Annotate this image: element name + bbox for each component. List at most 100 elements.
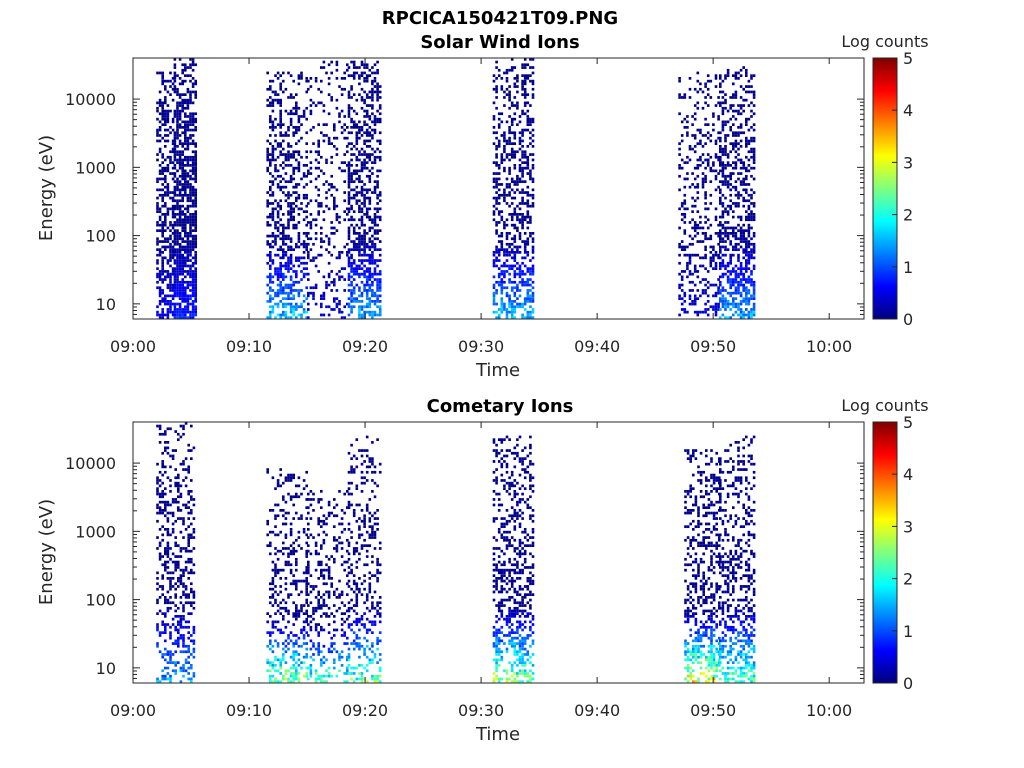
heatmap-cell bbox=[707, 237, 710, 240]
heatmap-cell bbox=[179, 126, 182, 129]
heatmap-cell bbox=[343, 180, 346, 183]
heatmap-cell bbox=[735, 311, 738, 314]
heatmap-cell bbox=[156, 107, 159, 110]
heatmap-cell bbox=[745, 72, 748, 75]
heatmap-cell bbox=[686, 178, 689, 181]
heatmap-cell bbox=[376, 118, 379, 121]
heatmap-cell bbox=[189, 303, 192, 306]
heatmap-cell bbox=[374, 115, 377, 118]
heatmap-cell bbox=[287, 593, 290, 596]
heatmap-cell bbox=[182, 547, 185, 550]
heatmap-cell bbox=[514, 134, 517, 137]
heatmap-cell bbox=[532, 281, 535, 284]
heatmap-cell bbox=[295, 308, 298, 311]
heatmap-cell bbox=[369, 227, 372, 230]
heatmap-cell bbox=[287, 150, 290, 153]
heatmap-cell bbox=[282, 265, 285, 268]
heatmap-cell bbox=[707, 74, 710, 77]
heatmap-cell bbox=[161, 118, 164, 121]
heatmap-cell bbox=[745, 137, 748, 140]
heatmap-cell bbox=[361, 191, 364, 194]
heatmap-cell bbox=[274, 237, 277, 240]
heatmap-cell bbox=[192, 224, 195, 227]
heatmap-cell bbox=[514, 213, 517, 216]
heatmap-cell bbox=[285, 262, 288, 265]
heatmap-cell bbox=[181, 80, 184, 83]
heatmap-cell bbox=[179, 270, 182, 273]
heatmap-cell bbox=[189, 129, 192, 132]
heatmap-cell bbox=[279, 607, 282, 610]
heatmap-cell bbox=[312, 259, 315, 262]
heatmap-cell bbox=[495, 66, 498, 69]
heatmap-cell bbox=[689, 259, 692, 262]
heatmap-cell bbox=[501, 121, 504, 124]
heatmap-cell bbox=[279, 199, 282, 202]
heatmap-cell bbox=[290, 534, 293, 537]
heatmap-cell bbox=[330, 186, 333, 189]
heatmap-cell bbox=[167, 118, 170, 121]
heatmap-cell bbox=[348, 104, 351, 107]
heatmap-cell bbox=[187, 199, 190, 202]
heatmap-cell bbox=[519, 265, 522, 268]
heatmap-cell bbox=[285, 601, 288, 604]
heatmap-cell bbox=[366, 210, 369, 213]
heatmap-cell bbox=[184, 102, 187, 105]
heatmap-cell bbox=[493, 292, 496, 295]
heatmap-cell bbox=[374, 129, 377, 132]
heatmap-cell bbox=[282, 240, 285, 243]
heatmap-cell bbox=[167, 140, 170, 143]
heatmap-cell bbox=[684, 199, 687, 202]
heatmap-cell bbox=[169, 577, 172, 580]
heatmap-cell bbox=[722, 202, 725, 205]
heatmap-cell bbox=[722, 303, 725, 306]
heatmap-cell bbox=[184, 297, 187, 300]
heatmap-cell bbox=[285, 199, 288, 202]
heatmap-cell bbox=[298, 678, 301, 681]
heatmap-cell bbox=[190, 634, 193, 637]
heatmap-cell bbox=[729, 295, 732, 298]
heatmap-cell bbox=[371, 246, 374, 249]
heatmap-cell bbox=[190, 653, 193, 656]
heatmap-cell bbox=[189, 265, 192, 268]
heatmap-cell bbox=[176, 153, 179, 156]
heatmap-cell bbox=[521, 191, 524, 194]
heatmap-cell bbox=[172, 669, 175, 672]
heatmap-cell bbox=[727, 74, 730, 77]
heatmap-cell bbox=[361, 161, 364, 164]
heatmap-cell bbox=[179, 164, 182, 167]
heatmap-cell bbox=[292, 210, 295, 213]
heatmap-cell bbox=[366, 123, 369, 126]
heatmap-cell bbox=[511, 300, 514, 303]
heatmap-cell bbox=[182, 634, 185, 637]
heatmap-cell bbox=[194, 305, 197, 308]
heatmap-cell bbox=[292, 178, 295, 181]
heatmap-cell bbox=[189, 156, 192, 159]
heatmap-cell bbox=[172, 457, 175, 460]
heatmap-cell bbox=[290, 145, 293, 148]
heatmap-cell bbox=[192, 235, 195, 238]
heatmap-cell bbox=[279, 123, 282, 126]
heatmap-cell bbox=[317, 501, 320, 504]
heatmap-cell bbox=[167, 194, 170, 197]
heatmap-cell bbox=[719, 229, 722, 232]
heatmap-cell bbox=[358, 129, 361, 132]
heatmap-cell bbox=[156, 623, 159, 626]
heatmap-cell bbox=[511, 237, 514, 240]
heatmap-cell bbox=[312, 659, 315, 662]
heatmap-cell bbox=[333, 281, 336, 284]
heatmap-cell bbox=[722, 289, 725, 292]
heatmap-cell bbox=[704, 102, 707, 105]
heatmap-cell bbox=[184, 140, 187, 143]
heatmap-cell bbox=[190, 536, 193, 539]
heatmap-cell bbox=[691, 123, 694, 126]
heatmap-cell bbox=[320, 520, 323, 523]
heatmap-cell bbox=[277, 145, 280, 148]
heatmap-cell bbox=[710, 202, 713, 205]
heatmap-cell bbox=[194, 278, 197, 281]
heatmap-cell bbox=[274, 267, 277, 270]
heatmap-cell bbox=[287, 265, 290, 268]
heatmap-cell bbox=[179, 194, 182, 197]
heatmap-cell bbox=[174, 145, 177, 148]
heatmap-cell bbox=[307, 170, 310, 173]
heatmap-cell bbox=[187, 180, 190, 183]
